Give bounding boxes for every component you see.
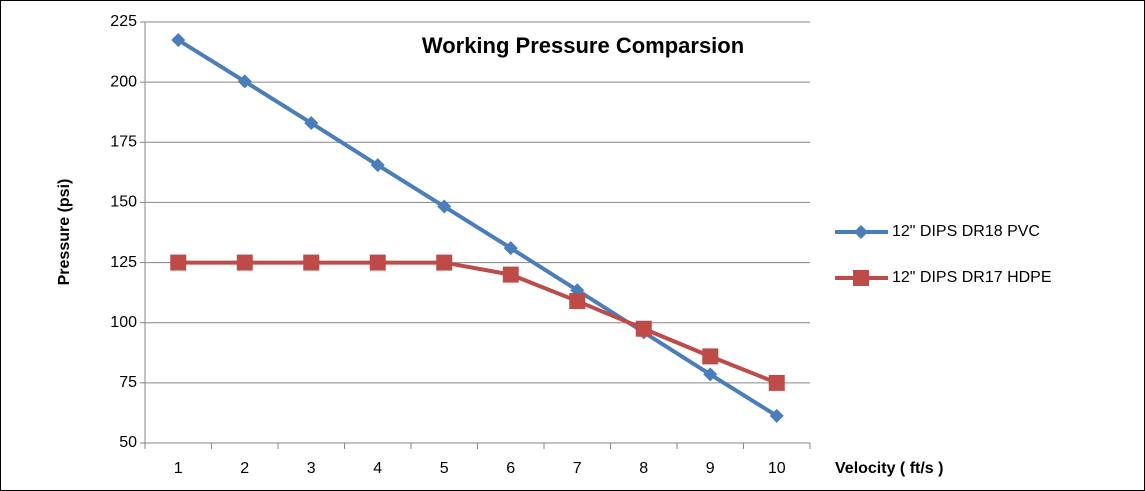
- marker: [854, 225, 868, 239]
- legend-label: 12" DIPS DR18 PVC: [892, 223, 1040, 240]
- y-tick-label: 100: [110, 314, 137, 331]
- legend-label: 12" DIPS DR17 HDPE: [892, 269, 1052, 286]
- y-tick-label: 125: [110, 254, 137, 271]
- marker: [171, 33, 186, 48]
- y-tick-label: 225: [110, 13, 137, 30]
- series-line: [178, 260, 778, 385]
- y-tick-label: 175: [110, 134, 137, 151]
- y-axis-label: Pressure (psi): [56, 179, 73, 286]
- x-tick-label: 5: [440, 460, 449, 477]
- marker: [237, 74, 252, 89]
- marker: [436, 254, 453, 271]
- marker: [853, 270, 869, 286]
- marker: [502, 266, 519, 283]
- marker: [303, 254, 320, 271]
- x-tick-label: 3: [307, 460, 316, 477]
- x-tick-label: 10: [768, 460, 786, 477]
- x-tick-label: 1: [174, 460, 183, 477]
- y-tick-label: 50: [119, 434, 137, 451]
- marker: [569, 293, 586, 310]
- series-line: [177, 38, 778, 418]
- x-tick-label: 4: [373, 460, 382, 477]
- marker: [768, 374, 785, 391]
- marker: [236, 254, 253, 271]
- marker: [635, 320, 652, 337]
- marker: [370, 158, 385, 173]
- y-tick-label: 200: [110, 73, 137, 90]
- chart-title: Working Pressure Comparsion: [422, 33, 744, 58]
- marker: [170, 254, 187, 271]
- y-tick-label: 150: [110, 194, 137, 211]
- x-tick-label: 7: [573, 460, 582, 477]
- marker: [369, 254, 386, 271]
- marker: [702, 348, 719, 365]
- x-tick-label: 2: [240, 460, 249, 477]
- y-tick-label: 75: [119, 374, 137, 391]
- x-tick-label: 8: [639, 460, 648, 477]
- marker: [703, 367, 718, 382]
- marker: [769, 408, 784, 423]
- marker: [503, 241, 518, 256]
- x-tick-label: 9: [706, 460, 715, 477]
- marker: [437, 199, 452, 214]
- marker: [304, 116, 319, 131]
- x-tick-label: 6: [506, 460, 515, 477]
- x-axis-label: Velocity ( ft/s ): [835, 460, 943, 477]
